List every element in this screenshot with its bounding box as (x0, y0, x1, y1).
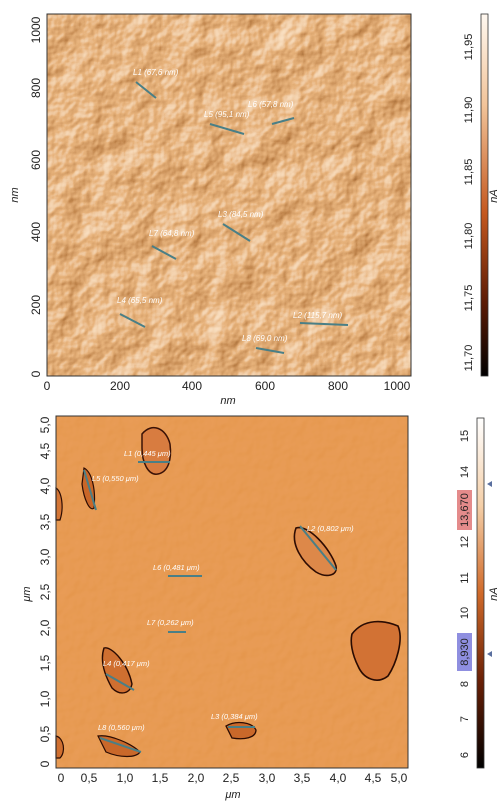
colorbar-tick-label: 15 (459, 430, 471, 442)
top-annotation: L6 (57,8 nm) (248, 100, 294, 109)
x-tick-label: 1,0 (117, 771, 134, 785)
colorbar-marker-low-bg (457, 633, 472, 671)
x-tick-label: 400 (182, 379, 202, 393)
x-tick-label: 2,0 (188, 771, 205, 785)
colorbar-tick-label: 12 (459, 536, 471, 548)
colorbar-marker-high-bg (457, 490, 472, 530)
top-measure-lines (119, 81, 349, 354)
y-tick-label: 200 (29, 295, 43, 315)
x-tick-label: 200 (110, 379, 130, 393)
colorbar-marker-low: 8,930 (459, 638, 471, 666)
bottom-annotation: L6 (0,481 μm) (153, 563, 200, 572)
bottom-colorbar-ticks: 15 14 13 12 11 10 9 8 7 6 (459, 430, 471, 758)
x-tick-label: 5,0 (391, 771, 408, 785)
top-annotation: L8 (69,0 nm) (242, 334, 288, 343)
colorbar-marker-high-arrow (487, 481, 492, 487)
x-tick-label: 800 (328, 379, 348, 393)
bottom-y-ticks: 0 0,5 1,0 1,5 2,0 2,5 3,0 3,5 4,0 4,5 5,… (38, 416, 52, 767)
x-tick-label: 0 (58, 771, 65, 785)
top-annotation: L2 (115,7 nm) (293, 311, 343, 320)
bottom-colorbar (476, 417, 485, 769)
top-panel: L1 (67,6 nm) L6 (57,8 nm) L5 (95,1 nm) L… (9, 13, 500, 407)
y-tick-label: 1,5 (38, 654, 52, 671)
y-tick-label: 800 (29, 78, 43, 98)
y-tick-label: 1000 (29, 16, 43, 43)
colorbar-tick-label: 11 (459, 572, 471, 583)
bottom-colorbar-unit: nA (488, 587, 500, 600)
top-colorbar-ticks: 11,95 11,90 11,85 11,80 11,75 11,70 (463, 34, 475, 372)
y-tick-label: 600 (29, 150, 43, 170)
top-x-ticks: 0 200 400 600 800 1000 (44, 379, 411, 393)
colorbar-tick-label: 14 (459, 466, 471, 478)
y-tick-label: 0 (29, 370, 43, 377)
colorbar-tick-label: 11,85 (463, 159, 475, 186)
y-tick-label: 0,5 (38, 725, 52, 742)
bottom-annotation: L5 (0,550 μm) (92, 474, 139, 483)
y-tick-label: 4,0 (38, 477, 52, 494)
top-annotation: L4 (65,5 nm) (117, 296, 163, 305)
y-tick-label: 2,5 (38, 583, 52, 600)
y-tick-label: 4,5 (38, 442, 52, 459)
bottom-annotation: L7 (0,262 μm) (147, 618, 194, 627)
bottom-annotation: L3 (0,384 μm) (211, 712, 258, 721)
top-colorbar-unit: nA (488, 189, 500, 202)
y-tick-label: 2,0 (38, 619, 52, 636)
top-afm-image (47, 14, 411, 376)
colorbar-marker-high: 13,670 (459, 493, 471, 527)
bottom-annotation: L2 (0,802 μm) (307, 524, 354, 533)
x-tick-label: 0 (44, 379, 51, 393)
bottom-y-axis-label: μm (21, 586, 33, 602)
y-tick-label: 0 (38, 760, 52, 767)
top-y-axis-label: nm (9, 187, 21, 202)
top-annotation: L5 (95,1 nm) (204, 110, 250, 119)
x-tick-label: 3,5 (294, 771, 311, 785)
bottom-annotation: L8 (0,560 μm) (98, 723, 145, 732)
colorbar-tick-label: 10 (459, 607, 471, 619)
top-annotation: L1 (67,6 nm) (133, 68, 179, 77)
top-annotation: L3 (84,5 nm) (218, 210, 264, 219)
colorbar-tick-label: 11,75 (463, 285, 475, 312)
bottom-panel: L1 (0,445 μm) L5 (0,550 μm) L2 (0,802 μm… (21, 415, 500, 801)
top-y-ticks: 0 200 400 600 800 1000 (29, 16, 43, 377)
colorbar-tick-label: 11,70 (463, 345, 475, 372)
bottom-annotation: L4 (0,417 μm) (103, 659, 150, 668)
bottom-current-map (56, 416, 408, 768)
bottom-measure-lines (83, 461, 337, 753)
x-tick-label: 0,5 (81, 771, 98, 785)
x-tick-label: 2,5 (223, 771, 240, 785)
colorbar-tick-label: 8 (459, 681, 471, 687)
y-tick-label: 400 (29, 222, 43, 242)
x-tick-label: 600 (255, 379, 275, 393)
bottom-annotation: L1 (0,445 μm) (124, 449, 171, 458)
x-tick-label: 3,0 (259, 771, 276, 785)
y-tick-label: 3,5 (38, 513, 52, 530)
colorbar-tick-label: 6 (459, 752, 471, 758)
top-x-axis-label: nm (220, 395, 235, 407)
x-tick-label: 4,0 (330, 771, 347, 785)
top-colorbar (480, 13, 489, 377)
x-tick-label: 1,5 (152, 771, 169, 785)
x-tick-label: 4,5 (365, 771, 382, 785)
bottom-x-axis-label: μm (224, 789, 240, 801)
y-tick-label: 1,0 (38, 690, 52, 707)
colorbar-tick-label: 11,80 (463, 223, 475, 250)
y-tick-label: 5,0 (38, 416, 52, 433)
top-annotation: L7 (64,8 nm) (149, 229, 195, 238)
x-tick-label: 1000 (384, 379, 411, 393)
colorbar-tick-label: 11,95 (463, 34, 475, 61)
bottom-x-ticks: 0 0,5 1,0 1,5 2,0 2,5 3,0 3,5 4,0 4,5 5,… (58, 771, 408, 785)
colorbar-tick-label: 7 (459, 716, 471, 722)
colorbar-marker-low-arrow (487, 651, 492, 657)
y-tick-label: 3,0 (38, 548, 52, 565)
colorbar-tick-label: 11,90 (463, 97, 475, 124)
